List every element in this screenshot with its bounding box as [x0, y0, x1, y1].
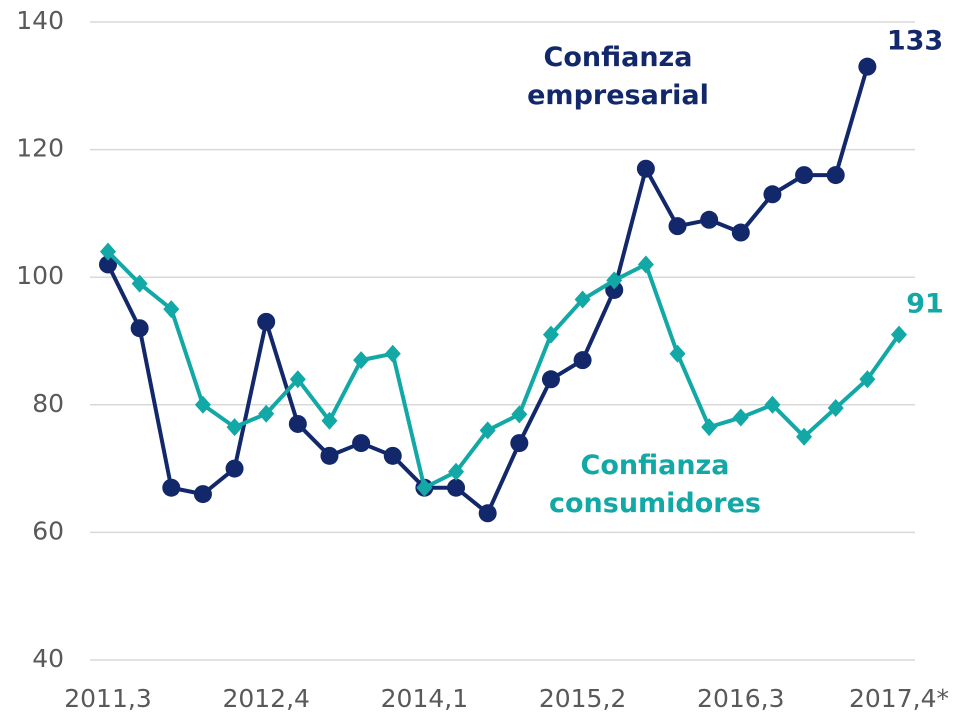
marker	[130, 319, 149, 338]
x-tick-label: 2014,1	[381, 684, 468, 713]
series-label: Confianza empresarial	[527, 42, 709, 111]
marker	[352, 434, 371, 453]
marker	[384, 344, 401, 363]
marker	[605, 280, 624, 299]
marker	[701, 418, 718, 437]
marker	[131, 274, 148, 293]
marker	[416, 478, 433, 497]
marker	[257, 312, 276, 331]
y-tick-label: 40	[32, 644, 64, 673]
marker	[448, 462, 465, 481]
x-tick-label: 2012,4	[222, 684, 309, 713]
marker	[162, 478, 181, 497]
value-label: 133	[887, 26, 943, 57]
x-tick-label: 2016,3	[697, 684, 784, 713]
marker	[542, 325, 559, 344]
x-tick-label: 2015,2	[539, 684, 626, 713]
marker	[510, 434, 529, 453]
marker	[574, 290, 591, 309]
marker	[478, 504, 497, 523]
line	[106, 66, 870, 516]
marker	[193, 485, 212, 504]
marker	[668, 217, 687, 236]
marker	[99, 255, 117, 274]
marker	[289, 370, 306, 389]
marker	[573, 351, 592, 370]
marker	[858, 57, 877, 76]
marker	[636, 159, 655, 178]
marker	[606, 271, 623, 290]
marker	[637, 255, 654, 274]
y-tick-label: 100	[16, 261, 64, 290]
marker	[700, 210, 719, 229]
marker	[258, 404, 275, 423]
marker	[891, 325, 907, 344]
marker	[321, 411, 338, 430]
y-tick-label: 140	[16, 6, 64, 35]
marker	[511, 405, 528, 424]
marker	[541, 370, 560, 389]
marker	[796, 427, 813, 446]
marker	[320, 446, 339, 465]
marker	[288, 414, 307, 433]
marker	[479, 421, 496, 440]
x-tick-label: 2017,4*	[849, 684, 949, 713]
marker	[353, 351, 370, 370]
y-tick-label: 120	[16, 134, 64, 163]
x-tick-label: 2011,3	[64, 684, 151, 713]
line	[106, 250, 901, 490]
marker	[447, 478, 466, 497]
marker	[225, 459, 244, 478]
marker	[826, 166, 845, 185]
marker	[226, 418, 243, 437]
marker	[163, 300, 180, 319]
marker	[763, 185, 782, 204]
marker	[827, 398, 844, 417]
series-label: Confianza consumidores	[549, 450, 761, 519]
y-tick-label: 80	[32, 389, 64, 418]
marker	[764, 395, 781, 414]
marker	[669, 344, 686, 363]
value-label: 91	[906, 289, 944, 320]
marker	[731, 223, 750, 242]
marker	[732, 408, 749, 427]
marker	[795, 166, 814, 185]
marker	[383, 446, 402, 465]
marker	[100, 242, 116, 261]
marker	[194, 395, 211, 414]
y-tick-label: 60	[32, 516, 64, 545]
marker	[859, 370, 876, 389]
